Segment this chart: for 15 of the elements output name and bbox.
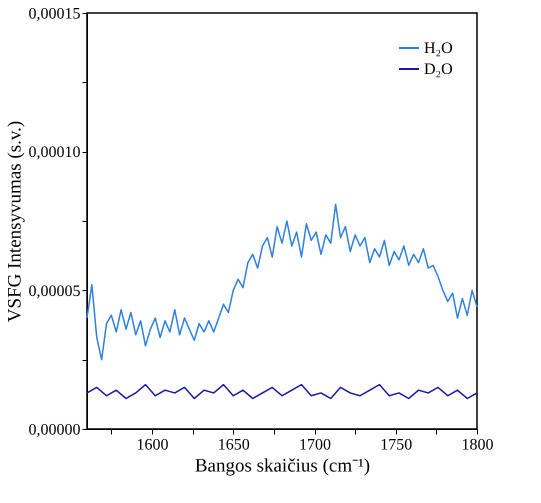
x-axis-title: Bangos skaičius (cm⁻¹) [194,456,370,476]
legend-label: D₂O [424,61,453,78]
x-tick-label: 1750 [380,436,412,454]
x-tick-label: 1600 [136,436,168,454]
line-series [86,204,478,360]
legend-label: H₂O [424,40,453,57]
line-series [86,384,478,400]
y-axis-title: VSFG Intensyvumas (s.v.) [4,120,26,322]
x-tick-label: 1650 [218,436,250,454]
y-tick-label: 0,00005 [28,282,80,300]
y-tick-label: 0,00015 [28,6,80,22]
x-tick-label: 1800 [462,436,494,454]
y-tick-label: 0,00000 [28,422,80,438]
x-tick-label: 1700 [299,436,331,454]
y-tick-label: 0,00010 [28,144,80,162]
